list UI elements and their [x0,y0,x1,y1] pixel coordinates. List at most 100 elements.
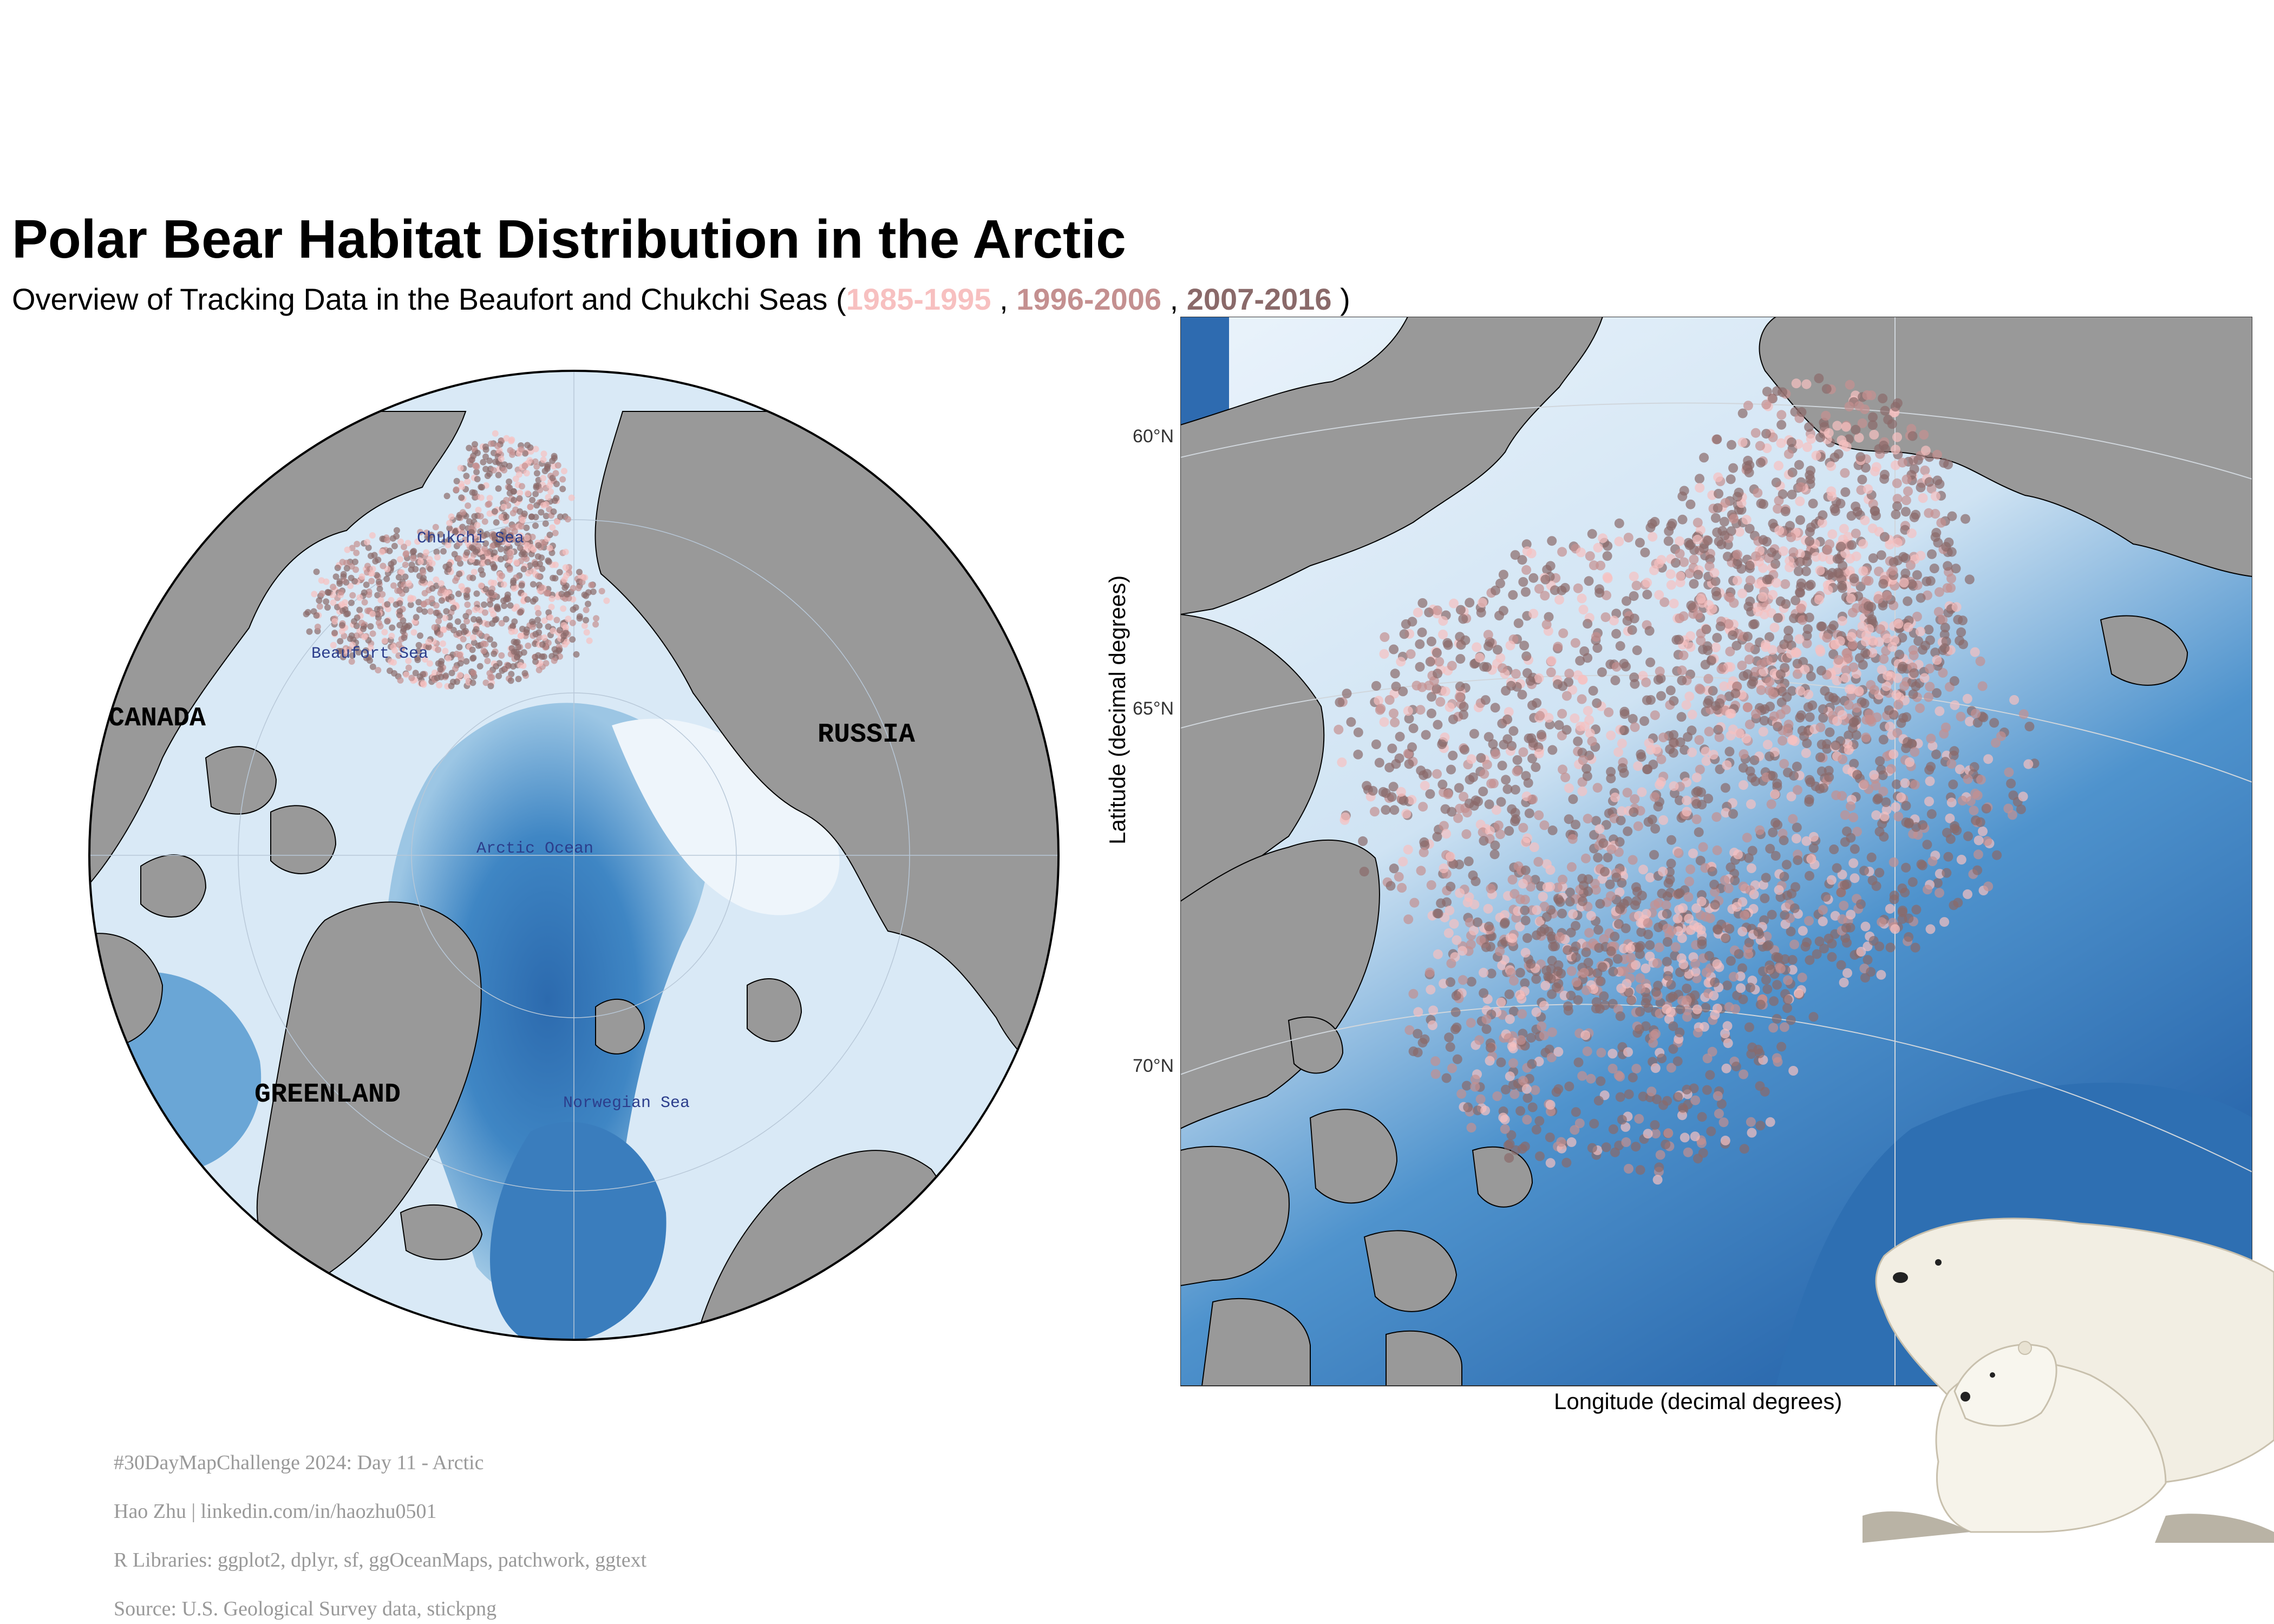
tracking-point [1747,1128,1757,1138]
tracking-point [1949,900,1959,911]
tracking-point [1815,784,1825,794]
tracking-point [1642,764,1652,775]
tracking-point [1743,853,1754,863]
tracking-point [1682,1084,1692,1095]
tracking-point [396,612,403,618]
tracking-point [1458,614,1468,624]
tracking-point [471,489,478,496]
tracking-point [349,641,356,649]
tracking-point [1584,715,1595,725]
tracking-point [316,603,323,610]
tracking-point [1619,725,1630,736]
tracking-point [1869,685,1879,695]
tracking-point [1421,730,1431,740]
tracking-point [1916,482,1926,493]
tracking-point [489,542,496,549]
tracking-point [1829,844,1839,854]
tracking-point [1459,710,1468,720]
tracking-point [1730,875,1740,886]
tracking-point [393,527,400,534]
tracking-point [1407,617,1417,627]
tracking-point [1652,1094,1662,1104]
tracking-point [1616,815,1626,826]
tracking-point [1957,796,1968,806]
tracking-point [1484,641,1493,651]
tracking-point [540,475,547,482]
tracking-point [1455,632,1465,642]
tracking-point [543,513,550,520]
caption-line-4: Source: U.S. Geological Survey data, sti… [114,1597,497,1620]
tracking-point [1403,914,1414,925]
tracking-point [1744,467,1754,477]
tracking-point [1507,933,1518,944]
tracking-point [1669,730,1678,740]
tracking-point [1614,536,1624,547]
tracking-point [1560,582,1570,593]
tracking-point [1593,925,1604,935]
tracking-point [1689,554,1699,565]
tracking-point [1515,967,1525,978]
tracking-point [1710,900,1720,910]
tracking-point [469,646,476,653]
tracking-point [440,640,446,647]
tracking-point [1471,876,1481,887]
tracking-point [513,604,520,610]
tracking-point [1420,781,1430,791]
tracking-point [1593,542,1603,553]
tracking-point [363,654,370,662]
tracking-point [437,660,445,667]
tracking-point [437,580,445,587]
tracking-point [1489,849,1500,860]
tracking-point [1611,662,1622,672]
tracking-point [1929,564,1939,574]
tracking-point [1647,519,1657,529]
tracking-point [1524,808,1534,818]
tracking-point [1335,697,1345,708]
tracking-point [1828,620,1839,631]
tracking-point [1528,794,1538,804]
tracking-point [433,576,440,583]
tracking-point [431,624,438,631]
tracking-point [1515,921,1525,932]
tracking-point [550,508,557,515]
tracking-point [1726,730,1736,741]
tracking-point [446,536,453,543]
tracking-point [383,575,390,582]
tracking-point [1867,647,1878,658]
tracking-point [470,545,477,552]
tracking-point [1500,910,1510,920]
tracking-point [443,608,450,615]
tracking-point [331,630,338,637]
tracking-point [1720,783,1730,793]
tracking-point [1486,1043,1495,1053]
subtitle-sep: , [1161,282,1187,316]
tracking-point [1755,1121,1766,1131]
tracking-point [1783,727,1793,737]
tracking-point [1677,665,1687,676]
country-label-canada: CANADA [108,703,206,734]
tracking-point [1613,747,1623,757]
tracking-point [1624,1164,1633,1174]
tracking-point [474,559,481,566]
tracking-point [1522,1115,1532,1125]
tracking-point [1531,974,1541,984]
tracking-point [1770,789,1780,800]
tracking-point [419,577,426,584]
tracking-point [1634,1114,1644,1124]
tracking-point [508,628,515,635]
tracking-point [541,634,548,641]
tracking-point [1783,625,1794,636]
tracking-point [1486,883,1496,894]
tracking-point [463,658,470,665]
tracking-point [509,451,516,458]
tracking-point [1878,394,1888,403]
tracking-point [1479,769,1489,779]
tracking-point [1846,632,1857,642]
tracking-point [2018,709,2029,719]
tracking-point [1539,924,1550,934]
tracking-point [517,508,524,515]
tracking-point [440,626,447,633]
tracking-point [1519,640,1530,651]
tracking-point [1529,842,1539,852]
tracking-point [1709,568,1720,578]
